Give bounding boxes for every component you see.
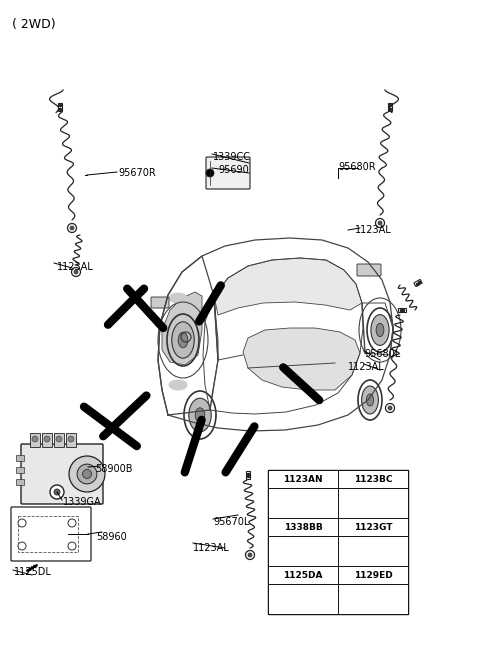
Bar bbox=[16, 455, 24, 461]
Text: 95670L: 95670L bbox=[213, 517, 250, 527]
Ellipse shape bbox=[172, 322, 194, 358]
Ellipse shape bbox=[169, 380, 187, 390]
Circle shape bbox=[68, 436, 74, 442]
Bar bbox=[16, 467, 24, 473]
Bar bbox=[30, 433, 40, 447]
Text: 1339CC: 1339CC bbox=[213, 152, 251, 162]
Ellipse shape bbox=[178, 332, 188, 348]
Text: 95680L: 95680L bbox=[364, 349, 400, 359]
Circle shape bbox=[50, 485, 64, 499]
Bar bbox=[54, 433, 64, 447]
Bar bbox=[268, 470, 408, 614]
Circle shape bbox=[44, 436, 50, 442]
Polygon shape bbox=[387, 103, 393, 112]
Text: 1123AL: 1123AL bbox=[193, 543, 230, 553]
Circle shape bbox=[54, 489, 60, 495]
Ellipse shape bbox=[371, 315, 389, 346]
Text: 1123AL: 1123AL bbox=[57, 262, 94, 272]
FancyBboxPatch shape bbox=[21, 444, 103, 504]
Circle shape bbox=[83, 470, 92, 478]
Ellipse shape bbox=[376, 323, 384, 337]
FancyBboxPatch shape bbox=[206, 157, 250, 189]
Text: 95670R: 95670R bbox=[118, 168, 156, 178]
Text: 1123AN: 1123AN bbox=[283, 474, 323, 483]
Bar bbox=[268, 584, 338, 614]
Text: 1338BB: 1338BB bbox=[284, 522, 323, 531]
Circle shape bbox=[56, 436, 62, 442]
Circle shape bbox=[77, 464, 97, 484]
Bar bbox=[268, 488, 338, 518]
Bar bbox=[338, 518, 408, 536]
Text: 58960: 58960 bbox=[96, 532, 127, 542]
Bar bbox=[338, 566, 408, 584]
Text: 1123AL: 1123AL bbox=[348, 362, 385, 372]
Bar bbox=[268, 566, 338, 584]
Circle shape bbox=[69, 456, 105, 492]
Text: 1339GA: 1339GA bbox=[63, 497, 102, 507]
Circle shape bbox=[375, 218, 384, 228]
FancyBboxPatch shape bbox=[151, 297, 169, 308]
Circle shape bbox=[245, 550, 254, 560]
Circle shape bbox=[32, 436, 38, 442]
FancyBboxPatch shape bbox=[11, 507, 91, 561]
Text: ( 2WD): ( 2WD) bbox=[12, 18, 56, 31]
Circle shape bbox=[385, 403, 395, 413]
Circle shape bbox=[74, 270, 78, 274]
Circle shape bbox=[388, 406, 392, 410]
Bar bbox=[338, 488, 408, 518]
Text: 95680R: 95680R bbox=[338, 162, 376, 172]
Bar bbox=[338, 536, 408, 566]
Circle shape bbox=[68, 224, 76, 232]
Circle shape bbox=[378, 221, 382, 225]
Bar bbox=[66, 433, 76, 447]
Bar bbox=[268, 518, 338, 536]
Text: 1123GT: 1123GT bbox=[354, 522, 392, 531]
Polygon shape bbox=[162, 292, 202, 365]
Text: 1123BC: 1123BC bbox=[354, 474, 392, 483]
Ellipse shape bbox=[366, 394, 373, 406]
Polygon shape bbox=[246, 472, 250, 479]
Ellipse shape bbox=[189, 398, 211, 432]
Text: 95690: 95690 bbox=[218, 165, 249, 175]
Bar bbox=[16, 479, 24, 485]
Bar bbox=[42, 433, 52, 447]
Polygon shape bbox=[243, 328, 360, 390]
FancyBboxPatch shape bbox=[357, 264, 381, 276]
Bar bbox=[338, 470, 408, 488]
Ellipse shape bbox=[195, 408, 205, 422]
Polygon shape bbox=[398, 308, 406, 312]
Text: 1129ED: 1129ED bbox=[354, 571, 392, 579]
Circle shape bbox=[70, 226, 74, 230]
Polygon shape bbox=[58, 103, 62, 112]
Circle shape bbox=[206, 169, 214, 177]
Circle shape bbox=[248, 553, 252, 557]
Polygon shape bbox=[414, 279, 422, 287]
Ellipse shape bbox=[169, 293, 187, 303]
Bar bbox=[268, 536, 338, 566]
Ellipse shape bbox=[361, 386, 378, 414]
Text: 58900B: 58900B bbox=[95, 464, 132, 474]
Text: 1125DA: 1125DA bbox=[283, 571, 323, 579]
Circle shape bbox=[72, 268, 81, 276]
Text: 1123AL: 1123AL bbox=[355, 225, 392, 235]
Polygon shape bbox=[214, 258, 362, 315]
Text: 1125DL: 1125DL bbox=[14, 567, 52, 577]
Bar bbox=[338, 584, 408, 614]
Bar bbox=[268, 470, 338, 488]
